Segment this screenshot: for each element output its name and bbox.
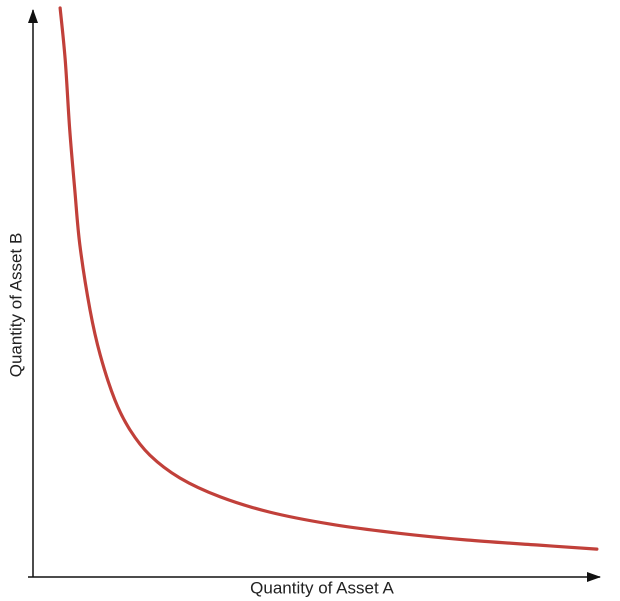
curve [58, 6, 599, 551]
y-axis-label: Quantity of Asset B [6, 233, 25, 378]
x-axis-label: Quantity of Asset A [250, 578, 394, 597]
